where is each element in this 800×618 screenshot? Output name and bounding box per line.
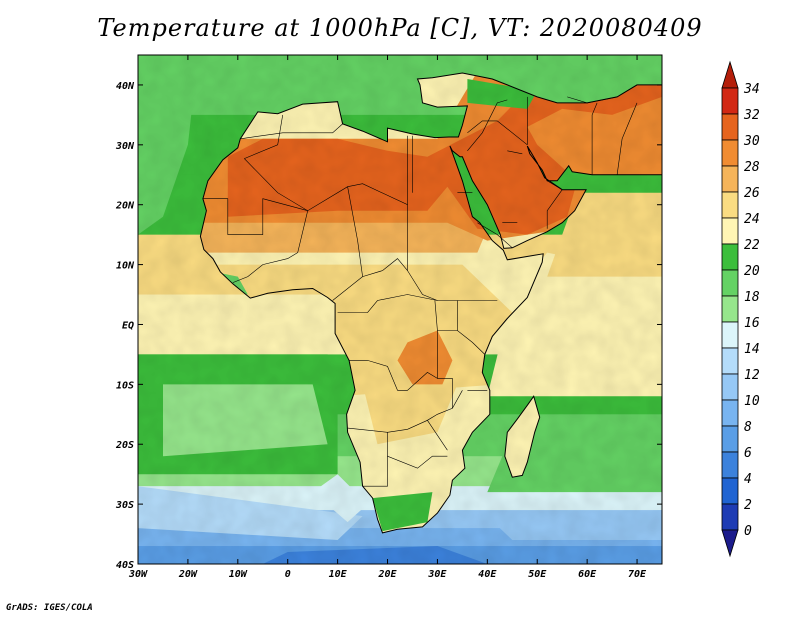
map-axes: 30W 20W 10W 0 10E 20E 30E 40E 50E 60E 70E 40N 30N 20N… [115, 55, 662, 580]
temperature-field [138, 55, 662, 564]
lon-tick-label: 20E [377, 569, 397, 580]
colorbar-swatch [721, 113, 739, 141]
colorbar-swatch [721, 295, 739, 323]
map-frame [137, 54, 663, 565]
country-border [567, 96, 618, 104]
lon-tick-label: 40E [478, 569, 497, 580]
colorbar-label: 26 [744, 186, 760, 201]
colorbar-label: 4 [744, 472, 752, 487]
country-border [467, 99, 508, 151]
country-border [240, 123, 343, 140]
lat-tick-label: EQ [122, 320, 134, 331]
country-border [591, 102, 598, 175]
lat-tick-label: 10N [116, 261, 135, 272]
lat-tick-label: 30S [115, 500, 134, 511]
colorbar-label: 28 [744, 160, 760, 175]
coastline [504, 395, 541, 478]
colorbar-swatch [721, 321, 739, 349]
lon-tick-label: 10W [229, 569, 248, 580]
lat-tick-label: 10S [116, 380, 134, 391]
country-border [337, 294, 438, 313]
colorbar-label: 24 [744, 212, 760, 227]
lon-tick-label: 60E [578, 569, 597, 580]
colorbar-swatch [721, 503, 739, 531]
country-border [427, 420, 448, 451]
country-border [437, 378, 453, 409]
colorbar-label: 18 [744, 290, 760, 305]
country-border [362, 455, 448, 487]
country-border [437, 330, 486, 355]
colorbar-label: 14 [744, 342, 760, 357]
colorbar-swatch [721, 269, 739, 297]
lon-tick-label: 30E [427, 569, 447, 580]
country-border [477, 222, 513, 249]
lon-tick-label: 10E [329, 569, 348, 580]
colorbar-label: 0 [744, 524, 752, 539]
coastline [199, 72, 662, 534]
credit-text: GrADS: IGES/COLA [6, 603, 93, 613]
country-border [507, 150, 523, 155]
colorbar-label: 22 [744, 238, 760, 253]
lon-tick-label: 70E [628, 569, 647, 580]
country-border [232, 210, 308, 283]
lon-tick-label: 20W [178, 569, 198, 580]
colorbar-swatch [721, 347, 739, 375]
lon-tick-label: 0 [285, 569, 291, 580]
country-border [349, 300, 438, 391]
colorbar-label: 6 [744, 446, 752, 461]
colorbar-swatch [721, 139, 739, 167]
colorbar-swatch [721, 87, 739, 115]
colorbar-label: 12 [744, 368, 760, 383]
country-border [202, 198, 308, 235]
colorbar-swatch [721, 451, 739, 479]
country-border [467, 120, 528, 146]
colorbar-swatch [721, 243, 739, 271]
lat-tick-label: 20S [115, 440, 134, 451]
map-title: Temperature at 1000hPa [C], VT: 20200804… [97, 14, 703, 42]
colorbar-label: 10 [744, 394, 760, 409]
lon-tick-label: 30W [128, 569, 148, 580]
lat-tick-label: 40N [116, 81, 135, 92]
colorbar-swatch [721, 477, 739, 505]
colorbar-max-arrow [721, 60, 739, 89]
colorbar-label: 20 [744, 264, 760, 279]
lat-tick-label: 40S [116, 560, 134, 571]
country-border [244, 114, 283, 159]
lat-tick-label: 20N [115, 201, 135, 212]
colorbar-label: 8 [744, 420, 752, 435]
colorbar-min-arrow [721, 529, 739, 558]
colorbar-label: 16 [744, 316, 760, 331]
lon-tick-label: 50E [528, 569, 547, 580]
colorbar-swatch [721, 191, 739, 219]
colorbar-swatch [721, 373, 739, 401]
colorbar-label: 32 [743, 108, 760, 123]
country-borders [199, 72, 662, 534]
colorbar-label: 30 [743, 134, 760, 149]
colorbar-swatch [721, 399, 739, 427]
colorbar-label: 34 [743, 82, 760, 97]
lat-tick-label: 30N [115, 141, 135, 152]
country-border [546, 180, 563, 229]
country-border [616, 102, 638, 175]
country-border [332, 186, 363, 301]
colorbar-swatch [721, 217, 739, 245]
country-border [362, 258, 408, 277]
colorbar-swatch [721, 165, 739, 193]
field-texture [138, 55, 662, 564]
colorbar-label: 2 [744, 498, 752, 513]
colorbar-swatch [721, 425, 739, 453]
